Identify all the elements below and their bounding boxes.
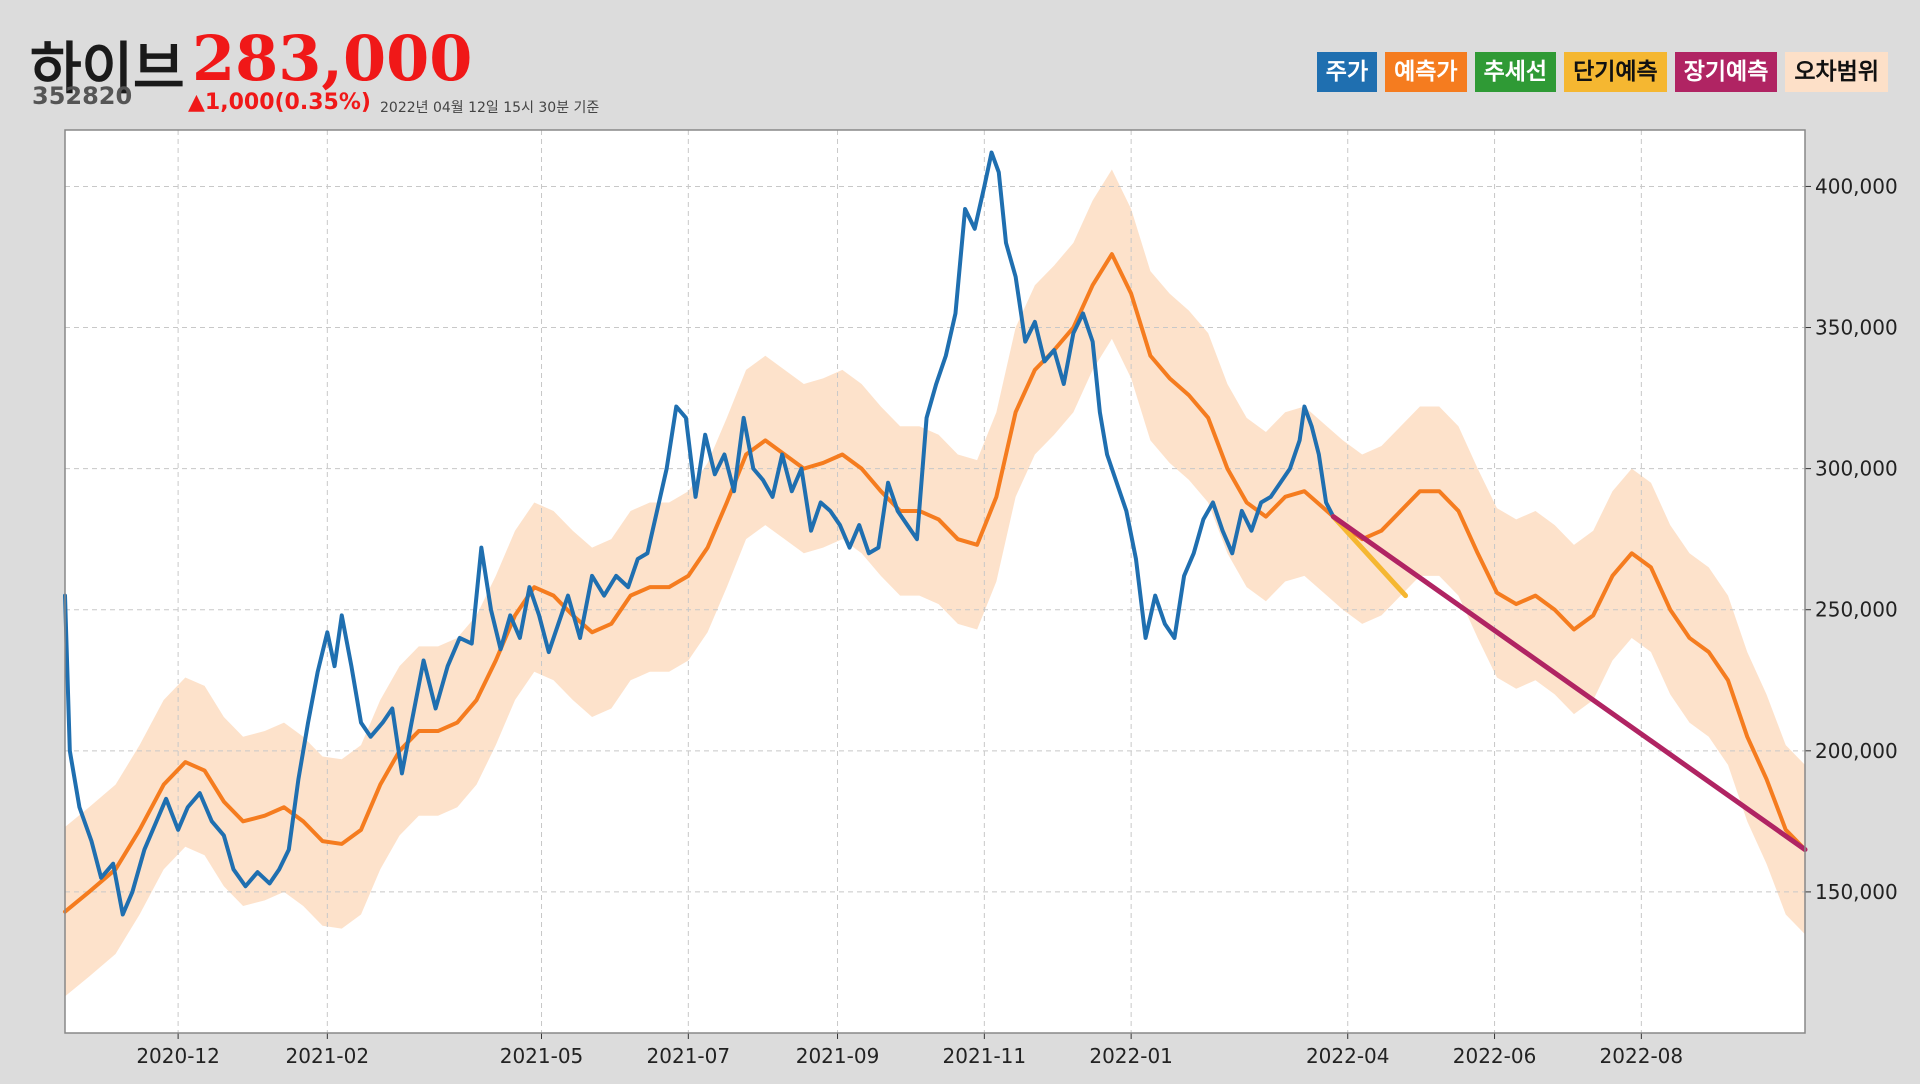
predicted-line — [63, 252, 1807, 914]
y-tick-label: 250,000 — [1815, 598, 1898, 622]
x-tick-label: 2021-11 — [943, 1044, 1027, 1068]
stock-name: 하이브 — [30, 37, 185, 102]
legend-short-term[interactable]: 단기예측 — [1564, 52, 1667, 92]
long-term-forecast-line — [1330, 514, 1808, 853]
plot-border — [64, 129, 1806, 1034]
y-tick-label: 350,000 — [1815, 316, 1898, 340]
error-band — [65, 169, 1805, 997]
stock-header: 하이브 283,000 352820 ▲1,000(0.35%) 2022년 0… — [30, 20, 1890, 130]
x-tick-label: 2022-04 — [1306, 1044, 1390, 1068]
current-price: 283,000 — [192, 22, 473, 95]
legend-predicted[interactable]: 예측가 — [1385, 52, 1467, 92]
y-tick-label: 400,000 — [1815, 174, 1898, 198]
price-change: ▲1,000(0.35%) — [188, 90, 371, 115]
x-tick-label: 2020-12 — [136, 1044, 220, 1068]
x-tick-label: 2021-07 — [647, 1044, 731, 1068]
legend-long-term[interactable]: 장기예측 — [1674, 52, 1778, 92]
legend-price[interactable]: 주가 — [1316, 52, 1378, 92]
x-tick-label: 2022-06 — [1453, 1044, 1537, 1068]
y-tick-label: 150,000 — [1815, 880, 1898, 904]
y-tick-label: 200,000 — [1815, 739, 1898, 763]
legend-trend[interactable]: 추세선 — [1474, 52, 1557, 92]
price-line — [63, 150, 1336, 917]
x-tick-label: 2021-02 — [286, 1044, 370, 1068]
x-tick-label: 2022-08 — [1600, 1044, 1684, 1068]
timestamp: 2022년 04월 12일 15시 30분 기준 — [380, 100, 600, 116]
legend-error-band[interactable]: 오차범위 — [1785, 52, 1888, 92]
y-tick-label: 300,000 — [1815, 457, 1898, 481]
x-tick-label: 2021-05 — [500, 1044, 584, 1068]
x-tick-label: 2021-09 — [796, 1044, 880, 1068]
stock-code: 352820 — [32, 82, 133, 110]
chart-legend: 주가 예측가 추세선 단기예측 장기예측 오차범위 — [1316, 52, 1888, 92]
x-tick-label: 2022-01 — [1089, 1044, 1173, 1068]
short-term-forecast-line — [1330, 514, 1408, 599]
